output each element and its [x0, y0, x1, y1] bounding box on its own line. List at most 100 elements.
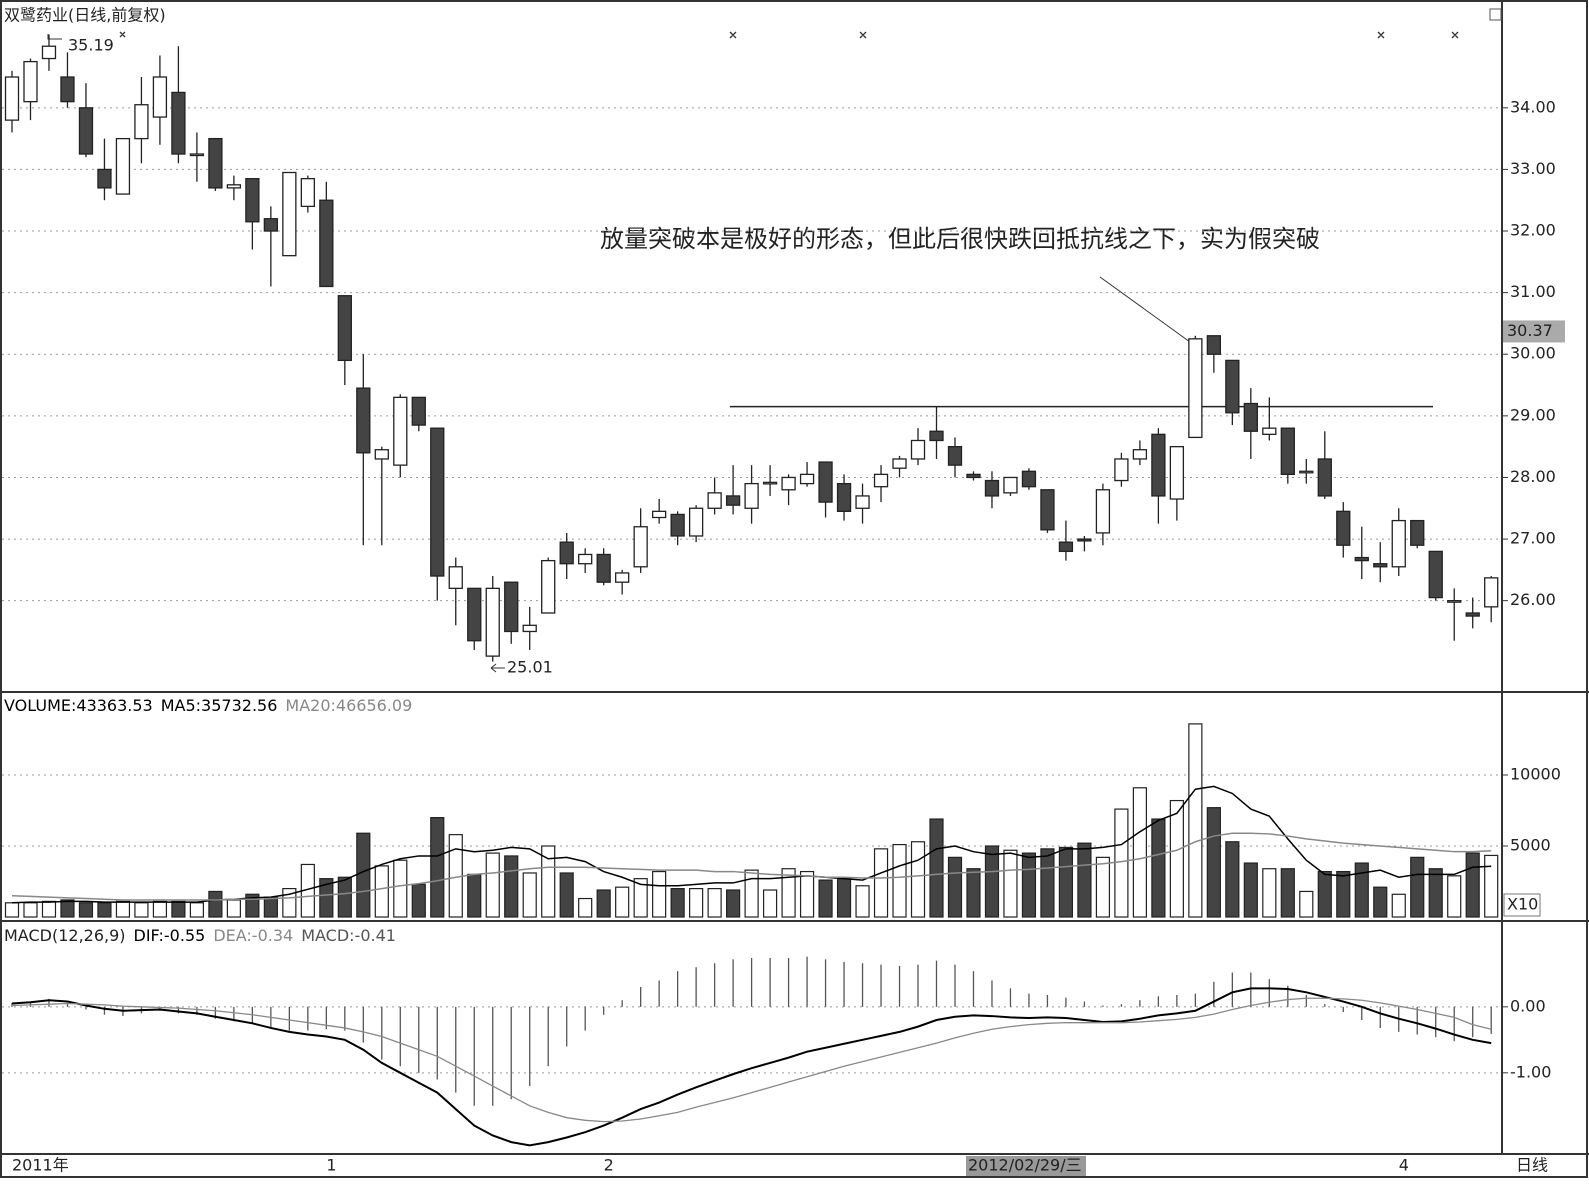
- candle-body: [1299, 470, 1314, 474]
- candle-body: [836, 482, 852, 512]
- volume-bar: [1373, 886, 1388, 918]
- volume-bar: [799, 870, 815, 918]
- volume-bar: [781, 868, 796, 918]
- unit-box: [1503, 893, 1541, 917]
- candle-body: [134, 104, 149, 140]
- volume-bar: [892, 843, 907, 918]
- x-tick-label: 4: [1399, 1156, 1409, 1175]
- y-tick-label: 5000: [1510, 836, 1551, 855]
- volume-bar: [1354, 862, 1369, 918]
- volume-bar: [1484, 854, 1499, 918]
- volume-bar: [208, 890, 223, 918]
- low-label: 25.01: [507, 658, 553, 677]
- volume-bar: [836, 878, 852, 918]
- candle-body: [1114, 458, 1129, 482]
- volume-bar: [947, 856, 963, 918]
- volume-bar: [707, 888, 722, 918]
- volume-bar: [393, 859, 408, 918]
- volume-bar: [1225, 841, 1240, 918]
- volume-bar: [1040, 848, 1055, 918]
- candle-body: [578, 553, 593, 565]
- candle-body: [245, 178, 260, 223]
- volume-bar: [1410, 856, 1425, 918]
- volume-bar: [1169, 799, 1184, 918]
- candle-body: [966, 473, 981, 479]
- candle-body: [1280, 427, 1295, 476]
- candle-body: [1077, 538, 1092, 542]
- volume-bar: [578, 897, 593, 918]
- candle-body: [1243, 402, 1258, 432]
- high-label: 35.19: [68, 36, 114, 55]
- candle-body: [4, 76, 20, 121]
- volume-bar: [430, 817, 445, 918]
- volume-bar: [1262, 868, 1277, 918]
- volume-bar: [1317, 870, 1332, 918]
- volume-bar: [115, 900, 131, 918]
- volume-bar: [1206, 807, 1221, 918]
- volume-bar: [411, 883, 426, 918]
- y-tick-label: 0.00: [1510, 996, 1546, 1015]
- volume-bar: [762, 889, 778, 918]
- candle-body: [171, 91, 186, 155]
- macd-legend: MACD(12,26,9) DIF:-0.55 DEA:-0.34 MACD:-0.4…: [4, 926, 396, 945]
- volume-bar: [652, 870, 667, 918]
- candle-body: [762, 481, 778, 485]
- volume-bar: [633, 878, 648, 918]
- candle-body: [448, 566, 463, 589]
- volume-bar: [23, 902, 38, 918]
- volume-bar: [1299, 890, 1314, 918]
- y-tick-label: 30.00: [1510, 344, 1556, 363]
- volume-bar: [670, 888, 685, 918]
- candle-body: [60, 76, 75, 103]
- y-tick-label: 10000: [1510, 765, 1561, 784]
- candle-body: [1484, 577, 1499, 608]
- volume-bar: [1243, 862, 1258, 918]
- volume-bar: [337, 876, 352, 918]
- candle-body: [485, 587, 500, 657]
- candle-body: [1410, 519, 1425, 546]
- candle-body: [984, 479, 1000, 497]
- volume-bar: [984, 845, 1000, 918]
- candle-body: [1317, 458, 1332, 497]
- candle-body: [522, 624, 537, 633]
- candle-body: [929, 430, 944, 442]
- candle-body: [1169, 446, 1185, 500]
- candle-body: [633, 526, 648, 568]
- candle-body: [41, 45, 57, 60]
- volume-bar: [1428, 868, 1443, 918]
- volume-bar: [41, 900, 57, 918]
- candle-body: [1262, 427, 1277, 435]
- volume-bar: [615, 886, 630, 918]
- volume-bar: [689, 888, 704, 918]
- restore-button[interactable]: [1489, 8, 1502, 21]
- y-tick-label: 34.00: [1510, 97, 1556, 116]
- candle-body: [947, 446, 963, 466]
- candle-body: [596, 553, 611, 583]
- volume-bar: [319, 878, 334, 918]
- volume-bar: [4, 902, 20, 918]
- candle-body: [781, 476, 796, 491]
- low-arrow: [490, 663, 505, 673]
- volume-bar: [1095, 856, 1111, 918]
- volume-bar: [1114, 808, 1129, 918]
- x-tick-label: 2011年: [12, 1156, 69, 1175]
- volume-bar: [1447, 875, 1462, 918]
- candle-body: [1021, 470, 1037, 488]
- candle-body: [670, 513, 685, 537]
- volume-bar: [541, 845, 556, 918]
- candle-body: [1428, 550, 1443, 599]
- chart-title: 双鹭药业(日线,前复权): [4, 6, 166, 25]
- volume-bar: [966, 868, 981, 918]
- candle-body: [337, 295, 352, 362]
- candle-body: [1132, 449, 1148, 460]
- volume-bar: [596, 889, 611, 918]
- candle-body: [873, 473, 889, 488]
- volume-bar: [1021, 852, 1037, 918]
- volume-bar: [910, 841, 926, 918]
- candle-body: [504, 581, 519, 633]
- volume-bar: [559, 872, 574, 918]
- candle-body: [97, 168, 112, 189]
